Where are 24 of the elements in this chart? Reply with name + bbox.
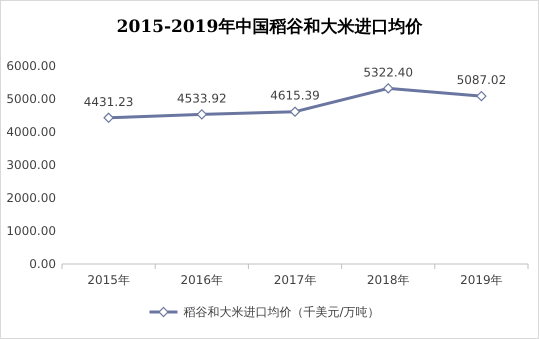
y-tick-label: 3000.00	[6, 158, 56, 172]
point	[290, 106, 300, 117]
y-tick-label: 1000.00	[6, 224, 56, 238]
point	[383, 83, 394, 94]
x-tick-label: 2018年	[366, 273, 410, 287]
y-tick-label: 2000.00	[6, 191, 56, 205]
y-tick-label: 5000.00	[6, 92, 56, 106]
chart-title: 2015-2019年中国稻谷和大米进口均价	[116, 17, 424, 37]
data-label: 4533.92	[176, 91, 227, 106]
y-tick-label: 6000.00	[6, 59, 56, 73]
data-label: 4431.23	[84, 94, 134, 109]
y-tick-label: 4000.00	[6, 125, 56, 139]
data-label: 4615.39	[270, 88, 320, 103]
data-label: 5322.40	[363, 65, 414, 80]
x-tick-label: 2016年	[180, 273, 224, 287]
x-tick-label: 2015年	[87, 273, 130, 287]
data-label: 5087.02	[456, 73, 506, 88]
x-tick-label: 2019年	[460, 273, 503, 287]
y-tick-label: 0.00	[29, 257, 56, 271]
point	[196, 109, 207, 120]
point	[104, 112, 114, 123]
x-tick-label: 2017年	[274, 273, 316, 287]
point	[476, 91, 486, 102]
legend-label: 稻谷和大米进口均价（千美元/万吨）	[184, 305, 380, 319]
